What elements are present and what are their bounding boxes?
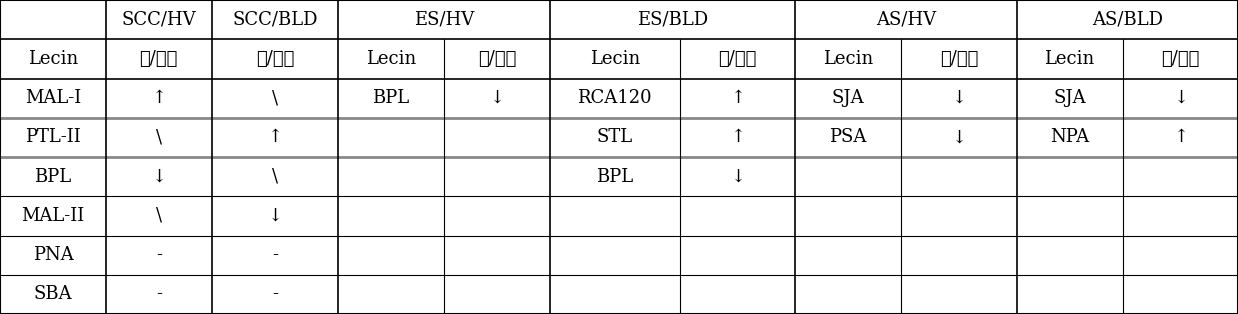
Text: 上/下调: 上/下调 bbox=[140, 50, 178, 68]
Text: MAL-I: MAL-I bbox=[25, 89, 80, 107]
Text: 上/下调: 上/下调 bbox=[478, 50, 516, 68]
Text: BPL: BPL bbox=[597, 168, 634, 186]
Text: ES/BLD: ES/BLD bbox=[638, 11, 708, 29]
Text: 上/下调: 上/下调 bbox=[256, 50, 295, 68]
Text: SCC/HV: SCC/HV bbox=[121, 11, 196, 29]
Text: ↓: ↓ bbox=[151, 168, 166, 186]
Text: 上/下调: 上/下调 bbox=[940, 50, 978, 68]
Text: MAL-II: MAL-II bbox=[21, 207, 84, 225]
Text: BPL: BPL bbox=[35, 168, 72, 186]
Text: \: \ bbox=[156, 207, 162, 225]
Text: Lecin: Lecin bbox=[1045, 50, 1094, 68]
Text: \: \ bbox=[272, 168, 279, 186]
Text: Lecin: Lecin bbox=[27, 50, 78, 68]
Text: ↓: ↓ bbox=[489, 89, 504, 107]
Text: BPL: BPL bbox=[373, 89, 410, 107]
Text: PTL-II: PTL-II bbox=[25, 128, 80, 146]
Text: 上/下调: 上/下调 bbox=[1161, 50, 1200, 68]
Text: SCC/BLD: SCC/BLD bbox=[233, 11, 318, 29]
Text: -: - bbox=[156, 246, 162, 264]
Text: NPA: NPA bbox=[1050, 128, 1089, 146]
Text: ES/HV: ES/HV bbox=[413, 11, 474, 29]
Text: ↑: ↑ bbox=[267, 128, 282, 146]
Text: -: - bbox=[272, 246, 277, 264]
Text: \: \ bbox=[156, 128, 162, 146]
Text: Lecin: Lecin bbox=[589, 50, 640, 68]
Text: SJA: SJA bbox=[1054, 89, 1086, 107]
Text: PSA: PSA bbox=[829, 128, 867, 146]
Text: ↓: ↓ bbox=[951, 128, 967, 146]
Text: ↑: ↑ bbox=[730, 89, 745, 107]
Text: -: - bbox=[272, 285, 277, 303]
Text: STL: STL bbox=[597, 128, 633, 146]
Text: ↓: ↓ bbox=[730, 168, 745, 186]
Text: AS/HV: AS/HV bbox=[875, 11, 936, 29]
Text: \: \ bbox=[272, 89, 279, 107]
Text: Lecin: Lecin bbox=[366, 50, 416, 68]
Text: ↓: ↓ bbox=[267, 207, 282, 225]
Text: AS/BLD: AS/BLD bbox=[1092, 11, 1162, 29]
Text: SBA: SBA bbox=[33, 285, 72, 303]
Text: ↑: ↑ bbox=[151, 89, 166, 107]
Text: ↑: ↑ bbox=[1172, 128, 1187, 146]
Text: RCA120: RCA120 bbox=[577, 89, 652, 107]
Text: -: - bbox=[156, 285, 162, 303]
Text: SJA: SJA bbox=[832, 89, 864, 107]
Text: PNA: PNA bbox=[32, 246, 73, 264]
Text: Lecin: Lecin bbox=[823, 50, 873, 68]
Text: ↑: ↑ bbox=[730, 128, 745, 146]
Text: ↓: ↓ bbox=[951, 89, 967, 107]
Text: ↓: ↓ bbox=[1172, 89, 1187, 107]
Text: 上/下调: 上/下调 bbox=[718, 50, 756, 68]
